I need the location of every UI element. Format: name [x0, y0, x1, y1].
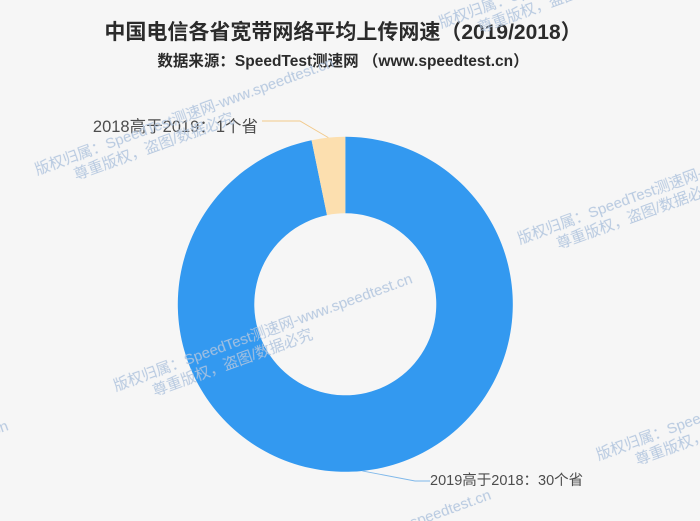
svg-text:2019高于2018：30个省: 2019高于2018：30个省	[430, 472, 583, 489]
svg-text:2018高于2019：1个省: 2018高于2019：1个省	[93, 117, 258, 136]
